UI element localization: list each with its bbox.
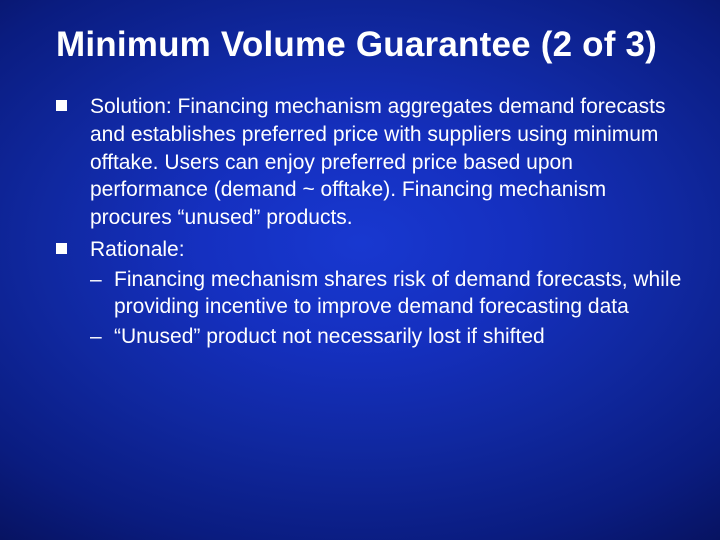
bullet-text: Rationale: <box>90 238 185 261</box>
list-item: Solution: Financing mechanism aggregates… <box>56 93 684 232</box>
slide-title: Minimum Volume Guarantee (2 of 3) <box>56 24 684 65</box>
bullet-list: Solution: Financing mechanism aggregates… <box>56 93 684 350</box>
dash-icon: – <box>90 266 102 294</box>
square-bullet-icon <box>56 100 67 111</box>
sub-bullet-text: “Unused” product not necessarily lost if… <box>114 325 545 348</box>
square-bullet-icon <box>56 243 67 254</box>
sub-list: – Financing mechanism shares risk of dem… <box>90 266 684 351</box>
sub-bullet-text: Financing mechanism shares risk of deman… <box>114 268 681 319</box>
dash-icon: – <box>90 323 102 351</box>
list-item: Rationale: – Financing mechanism shares … <box>56 236 684 351</box>
bullet-text: Solution: Financing mechanism aggregates… <box>90 95 666 229</box>
sub-list-item: – “Unused” product not necessarily lost … <box>90 323 684 351</box>
sub-list-item: – Financing mechanism shares risk of dem… <box>90 266 684 321</box>
